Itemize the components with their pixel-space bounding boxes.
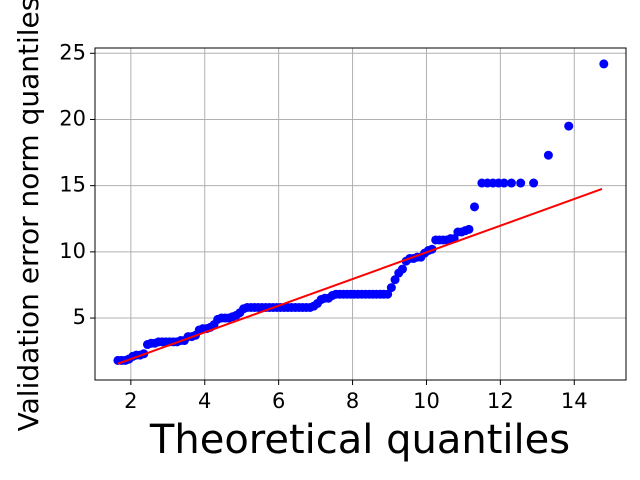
point: [564, 121, 574, 131]
x-tick-label: 10: [413, 389, 440, 413]
y-axis-label: Validation error norm quantiles: [12, 0, 45, 431]
x-tick-label: 2: [124, 389, 137, 413]
point: [383, 289, 393, 299]
point: [390, 275, 400, 285]
point: [397, 264, 407, 274]
point: [469, 202, 479, 212]
x-tick-label: 12: [487, 389, 514, 413]
x-tick-label: 14: [561, 389, 588, 413]
x-tick-label: 4: [198, 389, 211, 413]
point: [529, 178, 539, 188]
point: [543, 150, 553, 160]
y-tick-label: 5: [73, 305, 86, 329]
y-tick-label: 10: [59, 239, 86, 263]
point: [464, 224, 474, 234]
point: [506, 178, 516, 188]
point: [499, 178, 509, 188]
point: [386, 283, 396, 293]
plot-frame: [94, 47, 627, 381]
x-tick-label: 6: [272, 389, 285, 413]
y-tick-label: 15: [59, 173, 86, 197]
x-tick-label: 8: [346, 389, 359, 413]
y-tick-label: 25: [59, 40, 86, 64]
line: [117, 188, 603, 365]
y-tick-label: 20: [59, 106, 86, 130]
point: [599, 59, 609, 69]
x-axis-label: Theoretical quantiles: [149, 417, 570, 463]
point: [516, 178, 526, 188]
